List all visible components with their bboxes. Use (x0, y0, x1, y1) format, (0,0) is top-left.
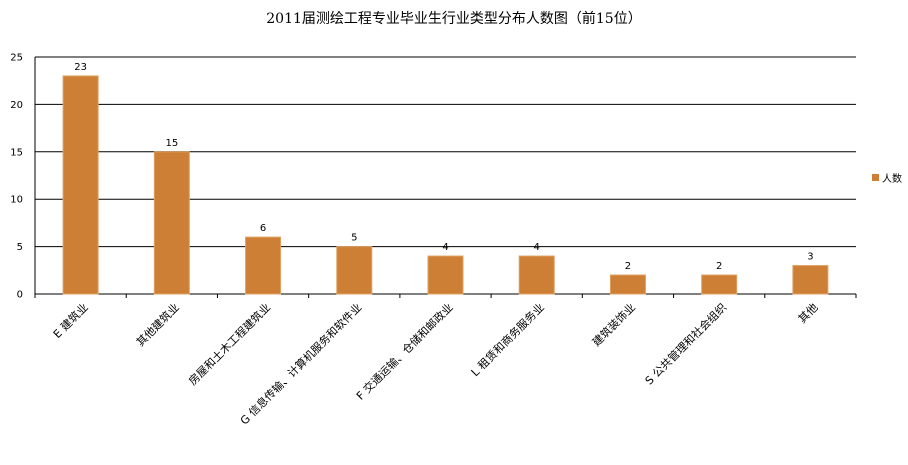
x-category-label: 其他 (796, 301, 821, 326)
bar (336, 246, 373, 295)
legend-swatch (872, 174, 879, 181)
data-label: 6 (260, 223, 266, 234)
chart-title: 2011届测绘工程专业毕业生行业类型分布人数图（前15位） (266, 11, 642, 27)
bar (518, 255, 555, 295)
y-tick-label: 25 (10, 53, 23, 64)
data-label: 5 (351, 233, 357, 244)
x-category-label: 房屋和土木工程建筑业 (185, 300, 273, 388)
bar (701, 274, 738, 295)
legend: 人数 (872, 170, 902, 185)
x-category-label: F 交通运输、仓储和邮政业 (353, 300, 455, 402)
bar-layer (62, 75, 829, 295)
y-tick-label: 20 (10, 100, 23, 111)
x-category-label: S 公共管理和社会组织 (642, 300, 729, 387)
x-category-label: 建筑装饰业 (589, 300, 638, 349)
bar (62, 75, 99, 295)
x-category-label: 其他建筑业 (133, 300, 182, 349)
data-label: 4 (442, 242, 448, 253)
data-label: 23 (74, 62, 87, 73)
data-label: 4 (534, 242, 540, 253)
data-label: 2 (716, 261, 722, 272)
y-tick-label: 15 (10, 147, 23, 158)
data-label: 2 (625, 261, 631, 272)
bar (427, 255, 464, 295)
y-tick-label: 10 (10, 195, 23, 206)
x-category-label: L 租赁和商务服务业 (468, 300, 547, 379)
grid-layer (35, 56, 856, 248)
bar (245, 236, 282, 295)
y-tick-label: 5 (17, 242, 23, 253)
legend-label: 人数 (882, 174, 902, 185)
bar (792, 265, 829, 295)
data-label: 3 (807, 252, 813, 263)
y-tick-label: 0 (17, 290, 23, 301)
data-label: 15 (165, 138, 178, 149)
bar (609, 274, 646, 295)
x-category-label: E 建筑业 (50, 300, 91, 341)
bar (153, 151, 190, 295)
